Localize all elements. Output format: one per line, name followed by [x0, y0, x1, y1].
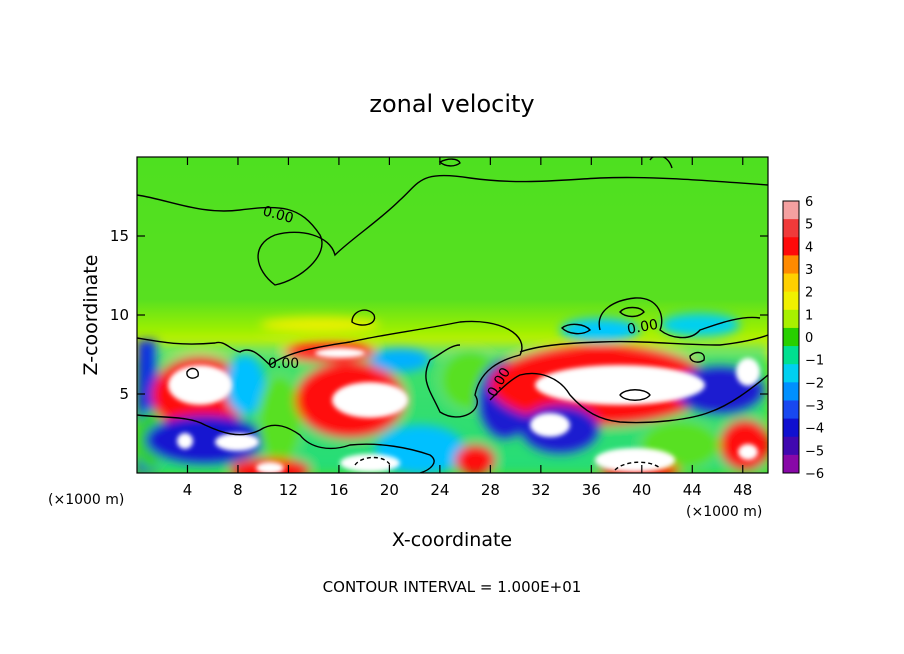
colorbar-swatch	[783, 327, 799, 347]
chart-title: zonal velocity	[369, 90, 534, 118]
contour-interval-note: CONTOUR INTERVAL = 1.000E+01	[323, 578, 582, 596]
colorbar-swatch	[783, 418, 799, 438]
x-tick-label: 48	[733, 481, 752, 499]
colorbar: 6 5 4 3 2 1 0 −1 −2 −3 −4 −5 −6	[782, 195, 824, 482]
colorbar-tick-label: −3	[805, 399, 824, 414]
x-tick-label: 44	[683, 481, 702, 499]
colorbar-swatch	[783, 273, 799, 293]
x-tick-label: 36	[582, 481, 601, 499]
colorbar-swatch	[783, 382, 799, 401]
colorbar-tick-label: 1	[805, 308, 813, 323]
colorbar-tick-label: −2	[805, 376, 824, 391]
x-tick-label: 12	[279, 481, 298, 499]
y-tick-label: 10	[110, 306, 129, 324]
colorbar-tick-label: −5	[805, 444, 824, 459]
colorbar-swatch	[783, 364, 799, 383]
x-unit-left: (×1000 m)	[48, 492, 124, 508]
colorbar-swatch	[783, 201, 799, 220]
contour-label: 0.00	[261, 203, 295, 227]
colorbar-tick-label: 0	[805, 331, 813, 346]
contour-label: 0.00	[626, 317, 659, 338]
x-unit-right: (×1000 m)	[686, 504, 762, 520]
colorbar-swatch	[783, 309, 799, 329]
x-axis-label: X-coordinate	[392, 529, 512, 551]
colorbar-swatch	[783, 237, 799, 256]
saturated-cores	[168, 348, 760, 473]
contour-lines	[137, 157, 768, 473]
colorbar-tick-label: 5	[805, 218, 813, 233]
colorbar-tick-label: −4	[805, 422, 824, 437]
colorbar-tick-label: 4	[805, 240, 813, 255]
colorbar-swatch	[783, 454, 799, 474]
heatmap-field	[137, 157, 768, 473]
colorbar-swatch	[783, 436, 799, 456]
y-tick-label: 5	[119, 385, 129, 403]
y-axis-label: Z-coordinate	[80, 255, 102, 376]
x-tick-label: 32	[531, 481, 550, 499]
colorbar-tick-label: 6	[805, 195, 813, 210]
x-tick-label: 40	[632, 481, 651, 499]
colorbar-swatch	[783, 346, 799, 365]
x-tick-label: 24	[430, 481, 449, 499]
x-tick-label: 16	[329, 481, 348, 499]
x-tick-label: 4	[183, 481, 193, 499]
colorbar-swatch	[783, 219, 799, 238]
x-tick-label: 8	[233, 481, 243, 499]
colorbar-tick-label: 3	[805, 263, 813, 278]
colorbar-tick-label: 2	[805, 286, 813, 301]
colorbar-tick-label: −1	[805, 354, 824, 369]
contour-label: 0.00	[268, 356, 299, 372]
y-axis-ticks: 5 10 15	[110, 227, 768, 403]
x-tick-label: 20	[380, 481, 399, 499]
y-tick-label: 15	[110, 227, 129, 245]
colorbar-swatch	[783, 255, 799, 275]
colorbar-tick-label: −6	[805, 467, 824, 482]
x-axis-ticks: 4 8 12 16 20 24 28 32 36 40 44 48	[183, 157, 752, 499]
colorbar-frame	[782, 200, 800, 474]
x-tick-label: 28	[481, 481, 500, 499]
colorbar-swatch	[783, 400, 799, 420]
colorbar-swatch	[783, 291, 799, 311]
